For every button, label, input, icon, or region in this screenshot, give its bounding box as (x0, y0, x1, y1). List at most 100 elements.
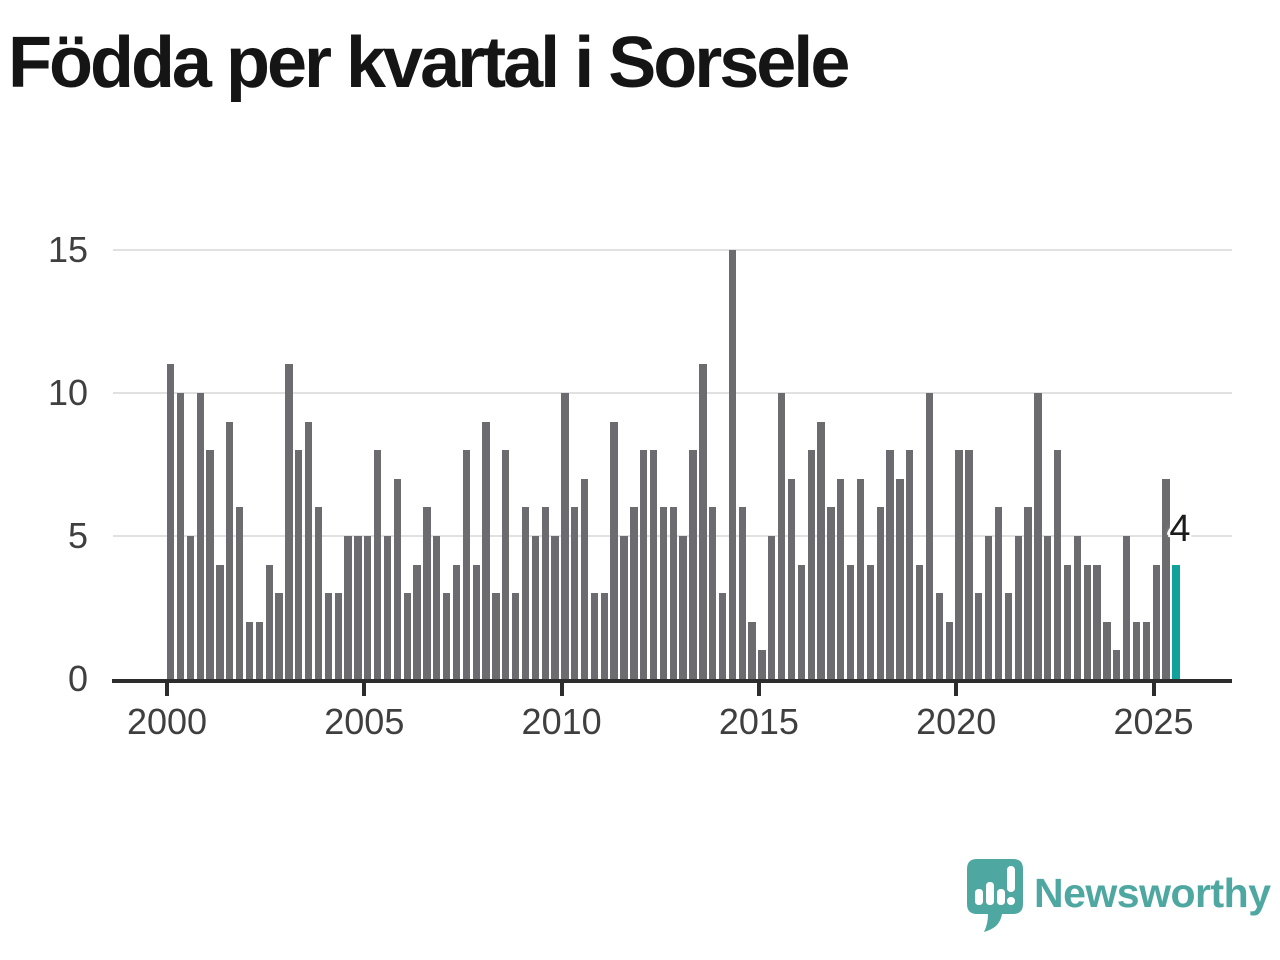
bar-2020-q4 (985, 536, 993, 679)
bar-2012-q1 (640, 450, 648, 679)
bar-2003-q1 (285, 364, 293, 679)
bar-2002-q4 (275, 593, 283, 679)
x-axis-label-2020: 2020 (916, 701, 997, 742)
bar-2010-q4 (590, 593, 599, 679)
bar-2018-q1 (876, 507, 884, 679)
bar-2009-q2 (531, 536, 539, 679)
gridline-15 (113, 249, 1232, 251)
bar-2003-q3 (304, 421, 313, 679)
bar-2019-q2 (925, 393, 934, 679)
bar-2017-q2 (847, 564, 855, 679)
bar-2019-q4 (945, 621, 953, 679)
bar-2016-q3 (817, 421, 825, 679)
bar-2024-q3 (1132, 621, 1141, 679)
bar-2022-q3 (1054, 450, 1062, 679)
bar-2007-q1 (442, 593, 451, 679)
bar-2024-q4 (1142, 621, 1151, 679)
bar-2019-q3 (935, 593, 944, 679)
bar-2012-q3 (659, 507, 668, 679)
bar-2016-q4 (827, 507, 835, 679)
bar-2020-q3 (975, 593, 983, 679)
bar-2013-q2 (689, 450, 697, 679)
bar-2018-q2 (886, 450, 894, 679)
bar-2000-q2 (176, 393, 185, 679)
x-axis-label-2005: 2005 (324, 701, 405, 742)
x-axis-tick-2025 (1151, 683, 1156, 696)
bar-2022-q2 (1044, 536, 1052, 679)
bar-2006-q2 (413, 564, 421, 679)
bar-2024-q2 (1123, 536, 1131, 679)
bar-2021-q4 (1024, 507, 1032, 679)
logo-exclamation-dot (1007, 897, 1015, 905)
bar-2011-q4 (630, 507, 638, 679)
bar-2003-q2 (295, 450, 303, 679)
bar-2013-q1 (679, 536, 687, 679)
bar-2023-q4 (1103, 621, 1111, 679)
bar-2000-q1 (166, 364, 175, 679)
bar-2021-q2 (1004, 593, 1013, 679)
bar-2014-q2 (728, 250, 737, 679)
bar-2013-q4 (709, 507, 717, 679)
bar-2017-q1 (837, 478, 845, 679)
x-axis-tick-2015 (756, 683, 761, 696)
bar-2004-q4 (354, 536, 362, 679)
bar-2007-q3 (462, 450, 470, 679)
bar-2005-q2 (373, 450, 382, 679)
bar-2018-q3 (896, 478, 904, 679)
bar-2008-q4 (511, 593, 520, 679)
bar-2025-q1 (1152, 564, 1160, 679)
bar-2007-q2 (452, 564, 461, 679)
logo-bar-medium (997, 889, 1005, 905)
bar-2015-q3 (778, 393, 786, 679)
x-axis-tick-2010 (559, 683, 564, 696)
bar-2009-q4 (551, 536, 559, 679)
bar-2005-q3 (383, 536, 392, 679)
bar-2024-q1 (1113, 650, 1121, 679)
x-axis-tick-2020 (954, 683, 959, 696)
bar-2008-q2 (492, 593, 500, 679)
bar-2003-q4 (314, 507, 323, 679)
y-axis-label-10: 10 (47, 372, 88, 413)
bar-chart-bubble-icon (967, 859, 1023, 932)
x-axis-label-2010: 2010 (521, 701, 602, 742)
x-axis-tick-2005 (362, 683, 367, 696)
bar-2010-q3 (580, 478, 589, 679)
highlight-value-label: 4 (1169, 508, 1191, 550)
bar-2016-q1 (797, 564, 806, 679)
bar-2015-q2 (768, 536, 776, 679)
bar-2010-q2 (571, 507, 579, 679)
x-axis-line (112, 679, 1232, 683)
bar-2001-q1 (206, 450, 214, 679)
logo-bar-small (975, 889, 983, 905)
bar-2012-q4 (669, 507, 677, 679)
bar-2023-q1 (1073, 536, 1082, 679)
bar-2023-q3 (1093, 564, 1101, 679)
bar-2014-q4 (748, 621, 756, 679)
bar-2004-q1 (324, 593, 332, 679)
bar-2004-q2 (334, 593, 342, 679)
bar-2020-q1 (955, 450, 963, 679)
bar-2001-q4 (235, 507, 244, 679)
bar-2006-q1 (403, 593, 411, 679)
bar-2008-q1 (482, 421, 490, 679)
bar-2021-q3 (1014, 536, 1022, 679)
bar-2002-q2 (255, 621, 263, 679)
bar-2014-q3 (738, 507, 746, 679)
bar-2022-q4 (1063, 564, 1072, 679)
bar-2018-q4 (906, 450, 914, 679)
bar-2004-q3 (344, 536, 352, 679)
bar-2023-q2 (1083, 564, 1091, 679)
x-axis-tick-2000 (165, 683, 169, 696)
bar-2017-q4 (866, 564, 875, 679)
bar-2021-q1 (994, 507, 1003, 679)
bar-2005-q1 (364, 536, 372, 679)
chart-title: Födda per kvartal i Sorsele (8, 23, 850, 103)
bar-2008-q3 (502, 450, 510, 679)
y-axis-label-5: 5 (67, 515, 88, 556)
bar-2014-q1 (718, 593, 727, 679)
bar-2010-q1 (561, 393, 569, 679)
x-axis-label-2015: 2015 (718, 701, 799, 742)
bar-2022-q1 (1034, 393, 1042, 679)
bar-2006-q3 (423, 507, 431, 679)
